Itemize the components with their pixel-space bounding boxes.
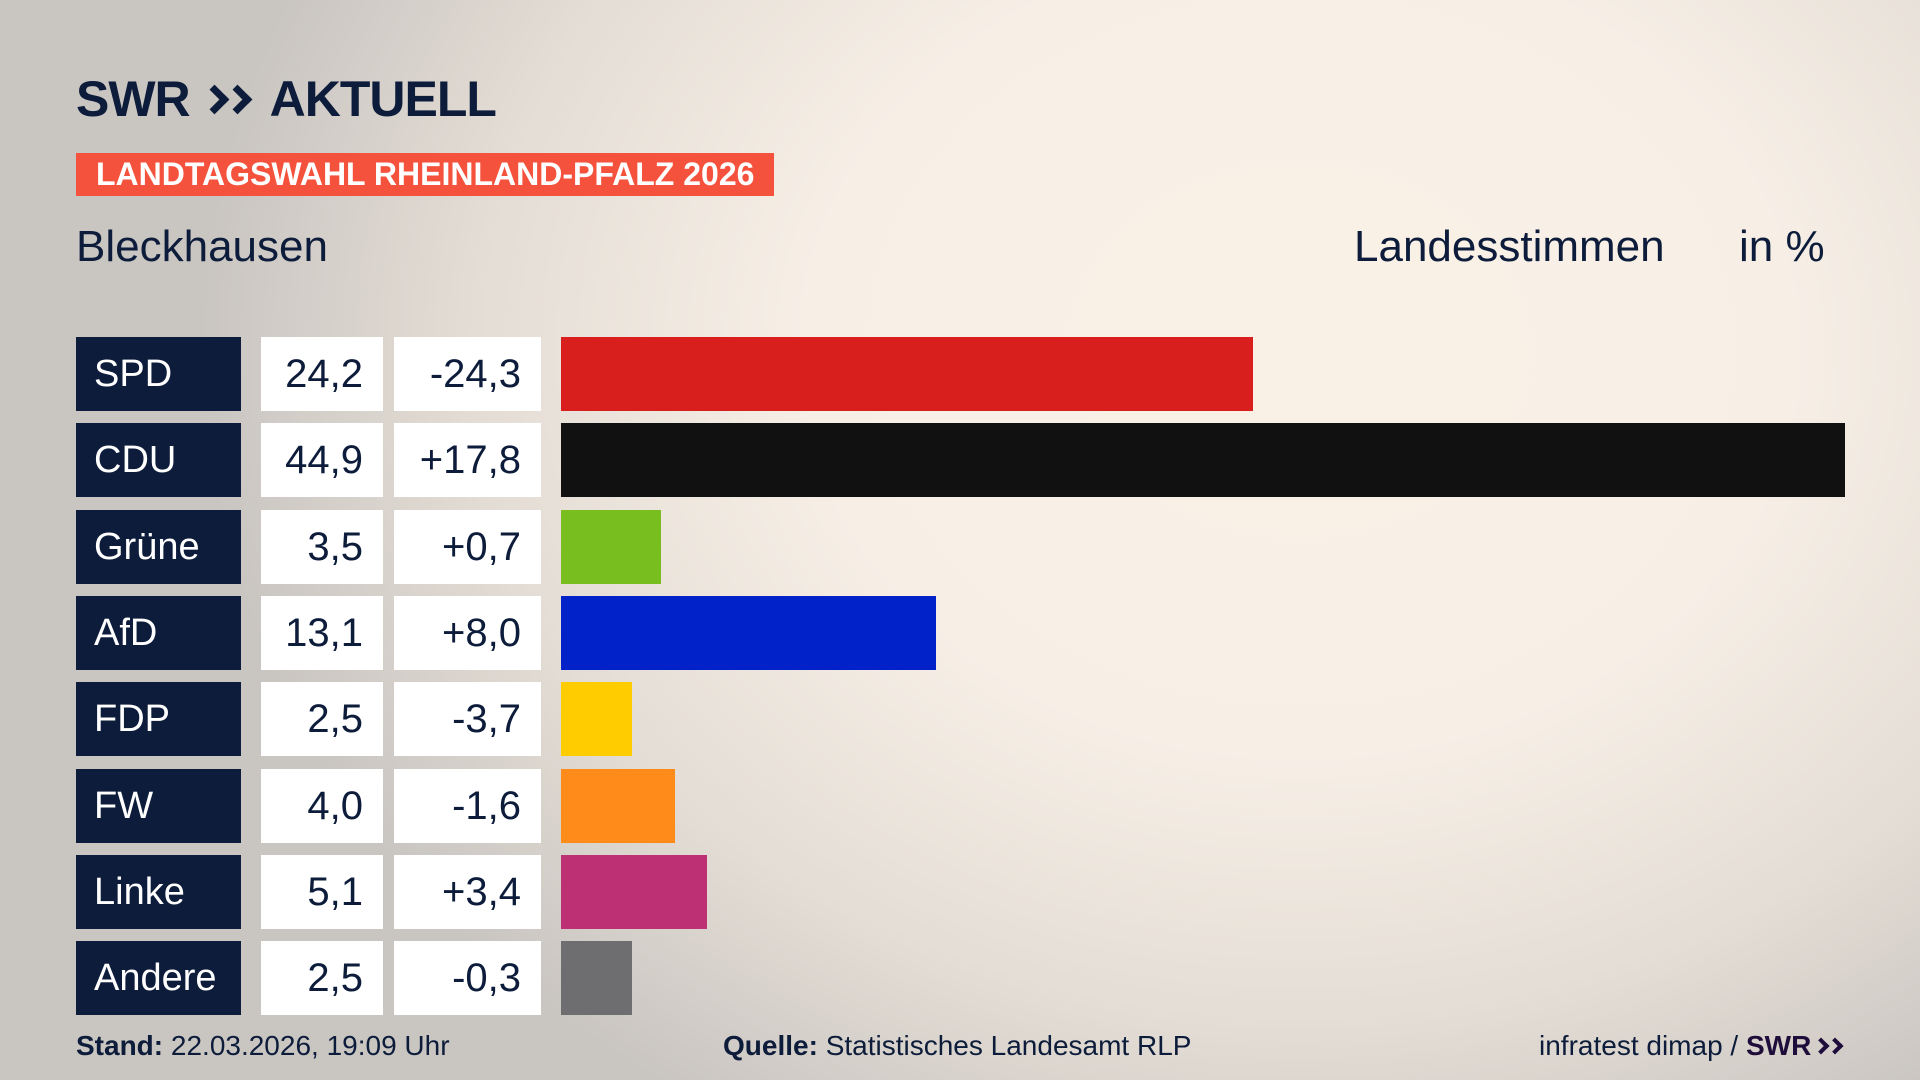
vote-share: 24,2 bbox=[261, 337, 383, 411]
vote-type: Landesstimmen bbox=[1354, 222, 1665, 271]
vote-change: +0,7 bbox=[394, 509, 541, 584]
swr-aktuell-logo: SWR AKTUELL bbox=[76, 71, 497, 127]
stand-value: 22.03.2026, 19:09 Uhr bbox=[170, 1030, 450, 1061]
bar-fw bbox=[561, 768, 676, 843]
bar-andere bbox=[561, 941, 633, 1016]
swr-logo: SWR bbox=[1746, 1030, 1844, 1062]
vote-change: +17,8 bbox=[394, 423, 541, 498]
vote-share: 44,9 bbox=[261, 423, 383, 498]
vote-share: 2,5 bbox=[261, 682, 383, 757]
bar-grüne bbox=[561, 509, 662, 584]
timestamp: Stand: 22.03.2026, 19:09 Uhr bbox=[76, 1030, 450, 1062]
bar-fdp bbox=[561, 682, 633, 757]
vote-share: 3,5 bbox=[261, 509, 383, 584]
bar-cdu bbox=[561, 423, 1845, 498]
source: Quelle: Statistisches Landesamt RLP bbox=[723, 1030, 1191, 1062]
vote-change: +8,0 bbox=[394, 595, 541, 670]
source-value: Statistisches Landesamt RLP bbox=[825, 1030, 1192, 1061]
vote-share: 13,1 bbox=[261, 595, 383, 670]
vote-share: 2,5 bbox=[261, 941, 383, 1016]
party-label: AfD bbox=[76, 595, 241, 670]
election-banner: LANDTAGSWAHL RHEINLAND-PFALZ 2026 bbox=[76, 153, 775, 196]
chevron-icon bbox=[199, 84, 253, 114]
vote-change: -0,3 bbox=[394, 941, 541, 1016]
party-label: Andere bbox=[76, 941, 241, 1016]
source-label: Quelle: bbox=[723, 1030, 818, 1061]
vote-share: 4,0 bbox=[261, 768, 383, 843]
party-label: Linke bbox=[76, 854, 241, 929]
bar-afd bbox=[561, 595, 936, 670]
vote-change: -3,7 bbox=[394, 682, 541, 757]
party-label: SPD bbox=[76, 337, 241, 411]
vote-change: -1,6 bbox=[394, 768, 541, 843]
vote-change: -24,3 bbox=[394, 337, 541, 411]
party-label: FDP bbox=[76, 682, 241, 757]
credit-text: infratest dimap / bbox=[1539, 1030, 1739, 1061]
vote-change: +3,4 bbox=[394, 854, 541, 929]
chevron-icon bbox=[1812, 1037, 1844, 1055]
party-label: CDU bbox=[76, 423, 241, 498]
party-label: Grüne bbox=[76, 509, 241, 584]
party-label: FW bbox=[76, 768, 241, 843]
bar-spd bbox=[561, 337, 1254, 411]
stand-label: Stand: bbox=[76, 1030, 164, 1061]
vote-share: 5,1 bbox=[261, 854, 383, 929]
bar-linke bbox=[561, 854, 707, 929]
unit-label: in % bbox=[1739, 222, 1825, 271]
credit: infratest dimap / SWR bbox=[1539, 1030, 1844, 1062]
place-title: Bleckhausen bbox=[76, 222, 328, 271]
